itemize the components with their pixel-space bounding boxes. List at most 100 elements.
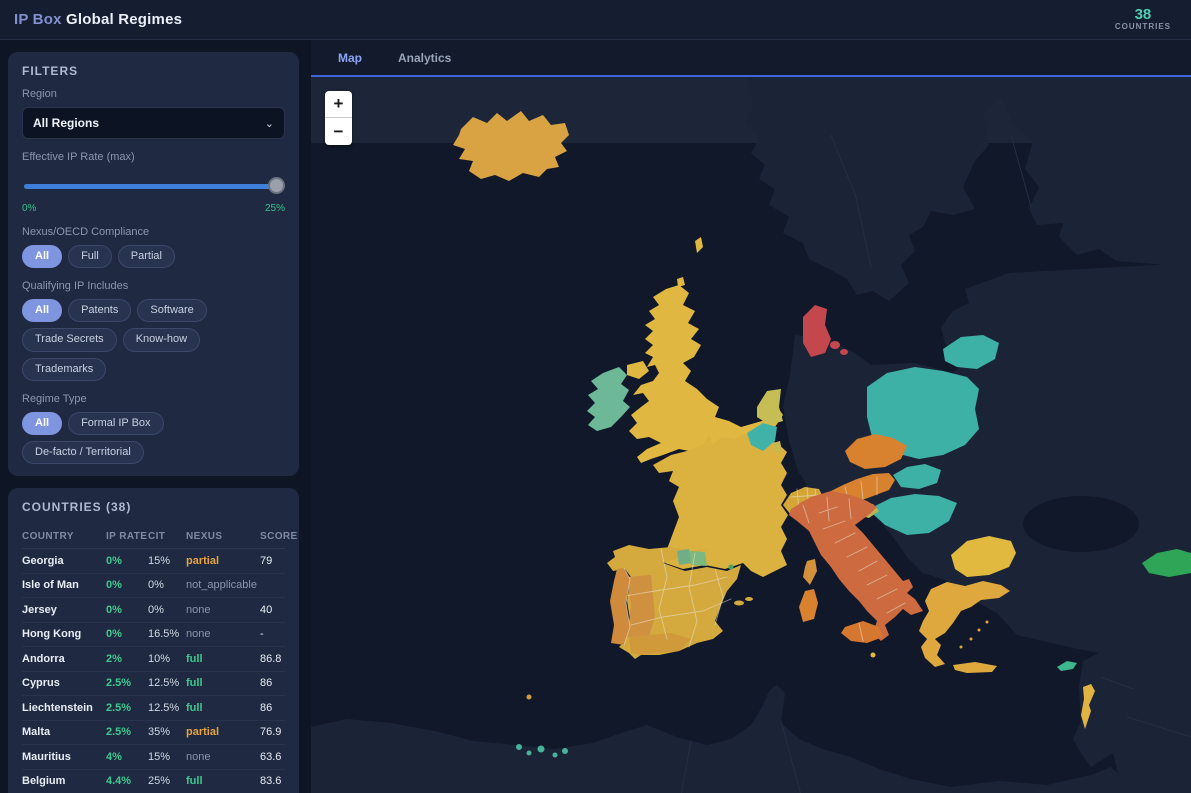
table-row-mauritius[interactable]: Mauritius 4% 15% none 63.6 bbox=[22, 745, 285, 770]
map-sicily-border bbox=[858, 622, 864, 642]
map-country-andorra[interactable] bbox=[728, 564, 734, 570]
filter-group-label-regime-type: Regime Type bbox=[22, 392, 87, 405]
filters-heading: FILTERS bbox=[22, 64, 79, 78]
tab-map[interactable]: Map bbox=[338, 50, 362, 65]
map-country-belgium[interactable] bbox=[747, 423, 777, 451]
table-row-liechtenstein[interactable]: Liechtenstein 2.5% 12.5% full 86 bbox=[22, 696, 285, 721]
filter-pill-de-facto-territorial-2[interactable]: De-facto / Territorial bbox=[22, 440, 144, 465]
cell-score: 76.9 bbox=[260, 726, 282, 739]
cell-cit: 10% bbox=[148, 652, 171, 665]
table-header-row: COUNTRY IP RATE CIT NEXUS SCORE bbox=[22, 524, 297, 550]
map-country-hungary[interactable] bbox=[873, 494, 957, 535]
filter-pill-patents-1[interactable]: Patents bbox=[68, 299, 132, 323]
map-island-canary-3 bbox=[537, 745, 545, 753]
map-country-france[interactable] bbox=[653, 433, 788, 577]
filter-pill-partial-0[interactable]: Partial bbox=[117, 245, 175, 269]
zoom-out-button[interactable]: − bbox=[325, 118, 352, 145]
map-denmark-island-2 bbox=[840, 349, 848, 355]
slider-thumb[interactable] bbox=[268, 177, 285, 194]
cell-cit: 0% bbox=[148, 603, 164, 616]
map-country-cyprus[interactable] bbox=[1057, 661, 1077, 671]
table-row-cyprus[interactable]: Cyprus 2.5% 12.5% full 86 bbox=[22, 672, 285, 697]
filter-pill-know-how-1[interactable]: Know-how bbox=[122, 328, 201, 352]
map-island-corsica[interactable] bbox=[803, 559, 817, 585]
map-faint-borders bbox=[680, 134, 1191, 793]
region-label: Region bbox=[22, 88, 57, 100]
filter-pill-full-0[interactable]: Full bbox=[68, 245, 112, 269]
table-row-andorra[interactable]: Andorra 2% 10% full 86.8 bbox=[22, 647, 285, 672]
map-island-sardinia[interactable] bbox=[799, 589, 818, 622]
map-country-slovakia[interactable] bbox=[893, 464, 941, 489]
table-row-hong-kong[interactable]: Hong Kong 0% 16.5% none - bbox=[22, 623, 285, 648]
map-country-uk[interactable] bbox=[629, 285, 783, 463]
slider-min-label: 0% bbox=[22, 203, 37, 214]
map-country-poland[interactable] bbox=[867, 367, 979, 459]
map-island-madeira bbox=[526, 694, 532, 700]
cell-score: 86 bbox=[260, 701, 273, 714]
map-spain-south-patch bbox=[629, 633, 691, 655]
map-country-netherlands[interactable] bbox=[757, 389, 783, 425]
slider-scale: 0% 25% bbox=[22, 203, 285, 214]
map-country-portugal[interactable] bbox=[610, 568, 630, 645]
map-country-greece[interactable] bbox=[919, 581, 1010, 667]
map-country-luxembourg[interactable] bbox=[773, 441, 782, 453]
col-country: COUNTRY bbox=[22, 530, 74, 542]
map-spain-north-green-patch bbox=[677, 549, 691, 565]
filter-pill-trademarks-1[interactable]: Trademarks bbox=[22, 357, 107, 381]
cell-nexus: not_applicable bbox=[186, 579, 257, 592]
map-country-italy[interactable] bbox=[789, 491, 923, 641]
table-row-georgia[interactable]: Georgia 0% 15% partial 79 bbox=[22, 549, 285, 574]
map-spain-region-borders bbox=[618, 548, 732, 648]
cell-ip-rate: 0% bbox=[106, 628, 122, 641]
map-aegean-island-2 bbox=[969, 637, 973, 641]
table-row-jersey[interactable]: Jersey 0% 0% none 40 bbox=[22, 598, 285, 623]
slider-track[interactable] bbox=[24, 184, 283, 189]
map-country-georgia[interactable] bbox=[1142, 549, 1191, 577]
zoom-in-button[interactable]: + bbox=[325, 91, 352, 118]
filter-group-regime-type: All Formal IP Box De-facto / Territorial bbox=[22, 411, 285, 465]
map-country-lithuania[interactable] bbox=[943, 335, 999, 369]
cell-cit: 12.5% bbox=[148, 701, 180, 714]
filter-pill-all-2[interactable]: All bbox=[22, 411, 63, 435]
map-country-northern-ireland[interactable] bbox=[627, 361, 649, 379]
map-island-balearics-2 bbox=[745, 597, 753, 601]
map-country-israel[interactable] bbox=[1081, 684, 1095, 729]
page-title-rest: Global Regimes bbox=[65, 11, 183, 28]
map-island-sicily[interactable] bbox=[841, 621, 883, 643]
map-country-bulgaria[interactable] bbox=[951, 536, 1016, 577]
cell-country: Mauritius bbox=[22, 750, 71, 763]
ip-rate-slider[interactable] bbox=[24, 177, 285, 195]
cell-ip-rate: 2.5% bbox=[106, 701, 132, 714]
map-island-crete bbox=[953, 662, 997, 673]
map-portugal-border bbox=[623, 567, 631, 646]
map-country-denmark[interactable] bbox=[803, 305, 831, 357]
region-select[interactable]: All Regions ⌄ bbox=[22, 107, 285, 139]
cell-score: 63.6 bbox=[260, 750, 282, 763]
map-island-canary-4 bbox=[552, 752, 558, 758]
filter-pill-all-0[interactable]: All bbox=[22, 245, 63, 269]
filter-pill-formal-ip-box-2[interactable]: Formal IP Box bbox=[68, 411, 164, 435]
cell-cit: 0% bbox=[148, 579, 164, 592]
map-country-ireland[interactable] bbox=[587, 367, 630, 431]
filter-pill-all-1[interactable]: All bbox=[22, 299, 63, 323]
sidebar: FILTERS Region All Regions ⌄ Effective I… bbox=[0, 40, 311, 793]
filter-pill-trade-secrets-1[interactable]: Trade Secrets bbox=[22, 328, 117, 352]
cell-nexus: none bbox=[186, 750, 211, 763]
cell-nexus: full bbox=[186, 677, 203, 690]
table-row-belgium[interactable]: Belgium 4.4% 25% full 83.6 bbox=[22, 770, 285, 793]
region-select-value: All Regions bbox=[33, 116, 100, 130]
map-country-czechia[interactable] bbox=[845, 434, 907, 469]
filter-pill-software-1[interactable]: Software bbox=[137, 299, 207, 323]
countries-stat: 38 COUNTRIES bbox=[1115, 6, 1171, 32]
cell-ip-rate: 0% bbox=[106, 579, 122, 592]
cell-country: Jersey bbox=[22, 603, 57, 616]
col-nexus: NEXUS bbox=[186, 530, 223, 542]
map-country-malta[interactable] bbox=[870, 652, 876, 658]
table-row-malta[interactable]: Malta 2.5% 35% partial 76.9 bbox=[22, 721, 285, 746]
cell-cit: 15% bbox=[148, 750, 171, 763]
cell-country: Isle of Man bbox=[22, 579, 79, 592]
map-country-iceland[interactable] bbox=[453, 111, 569, 181]
cell-country: Malta bbox=[22, 726, 51, 739]
tab-analytics[interactable]: Analytics bbox=[398, 50, 452, 65]
table-row-isle-of-man[interactable]: Isle of Man 0% 0% not_applicable bbox=[22, 574, 285, 599]
